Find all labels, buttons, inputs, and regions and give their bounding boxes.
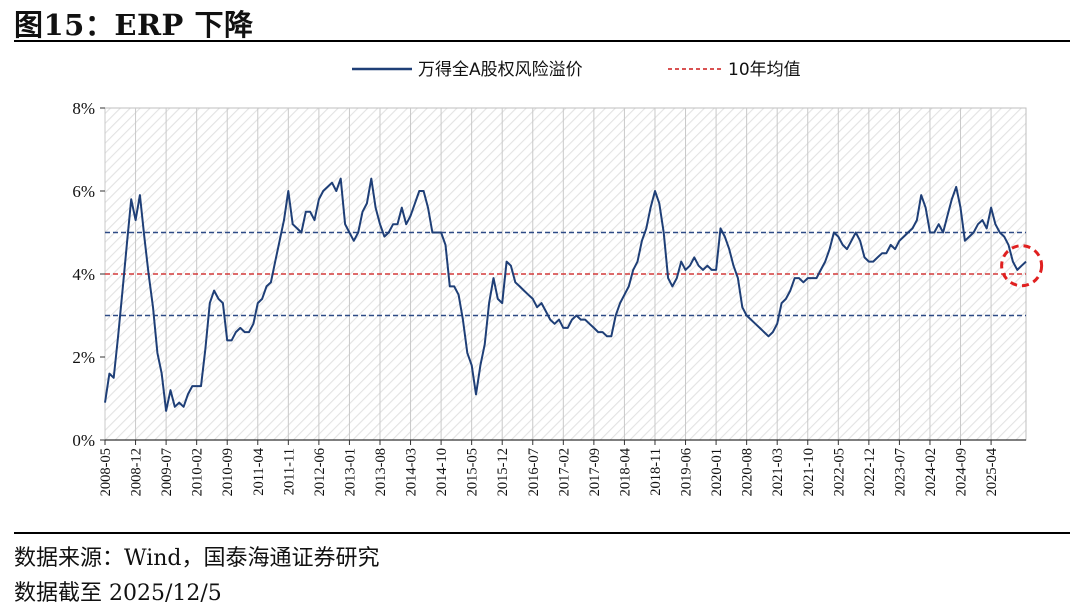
x-tick-label-24: 2022-05 (831, 448, 847, 496)
y-tick-label-1: 2% (72, 348, 95, 367)
x-tick-label-10: 2014-03 (404, 448, 420, 496)
x-tick-label-27: 2024-02 (923, 448, 939, 496)
x-tick-label-9: 2013-08 (373, 448, 389, 496)
x-tick-label-23: 2021-10 (801, 448, 817, 496)
x-tick-label-13: 2015-12 (495, 448, 511, 496)
y-tick-label-2: 4% (72, 265, 95, 284)
x-tick-label-29: 2025-04 (984, 447, 1000, 496)
erp-line-chart: 万得全A股权风险溢价 10年均值 0%2%4%6%8% 2008-05 2008-… (72, 60, 1044, 496)
erp-series-line (104, 177, 1027, 412)
x-tick-label-2: 2009-07 (159, 448, 175, 496)
x-tick-label-6: 2011-11 (281, 448, 297, 495)
x-tick-label-15: 2017-02 (556, 448, 572, 496)
legend-erp-label: 万得全A股权风险溢价 (418, 60, 583, 80)
reference-lines (105, 231, 1026, 317)
y-tick-label-0: 0% (72, 431, 95, 450)
x-tick-label-28: 2024-09 (954, 448, 970, 496)
x-tick-label-4: 2010-09 (220, 448, 236, 496)
x-tick-label-5: 2011-04 (251, 447, 267, 496)
x-tick-label-22: 2021-03 (770, 448, 786, 496)
x-tick-label-8: 2013-01 (342, 448, 358, 496)
x-tick-label-12: 2015-05 (465, 448, 481, 496)
title-rule (14, 40, 1070, 42)
figure-title: 图15：ERP 下降 (14, 8, 254, 42)
x-axis: 2008-05 2008-12 2009-07 2010-02 2010-09 2011-… (98, 439, 1026, 496)
x-tick-label-19: 2019-06 (679, 448, 695, 496)
y-tick-label-3: 6% (72, 182, 95, 201)
x-tick-label-16: 2017-09 (587, 448, 603, 496)
source-note: 数据来源：Wind，国泰海通证券研究 (14, 546, 380, 571)
source-rule (14, 532, 1070, 534)
series-layer (104, 177, 1044, 412)
legend: 万得全A股权风险溢价 10年均值 (352, 60, 801, 80)
x-tick-label-21: 2020-08 (740, 448, 756, 496)
legend-mean-label: 10年均值 (728, 60, 801, 80)
x-tick-label-1: 2008-12 (129, 448, 145, 496)
x-tick-label-25: 2022-12 (862, 448, 878, 496)
highlight-circle (1000, 244, 1044, 288)
x-tick-label-14: 2016-07 (526, 448, 542, 496)
date-note: 数据截至 2025/12/5 (14, 581, 222, 606)
x-tick-label-20: 2020-01 (709, 448, 725, 496)
x-tick-label-17: 2018-04 (617, 447, 633, 496)
x-tick-label-11: 2014-10 (434, 448, 450, 496)
x-tick-label-18: 2018-11 (648, 448, 664, 496)
x-tick-label-3: 2010-02 (190, 448, 206, 496)
y-axis: 0% 2% 4% 6% 8% (72, 99, 105, 450)
x-tick-label-7: 2012-06 (312, 448, 328, 496)
y-tick-label-4: 8% (72, 99, 95, 118)
x-tick-label-0: 2008-05 (98, 448, 114, 496)
x-tick-label-26: 2023-07 (892, 448, 908, 496)
